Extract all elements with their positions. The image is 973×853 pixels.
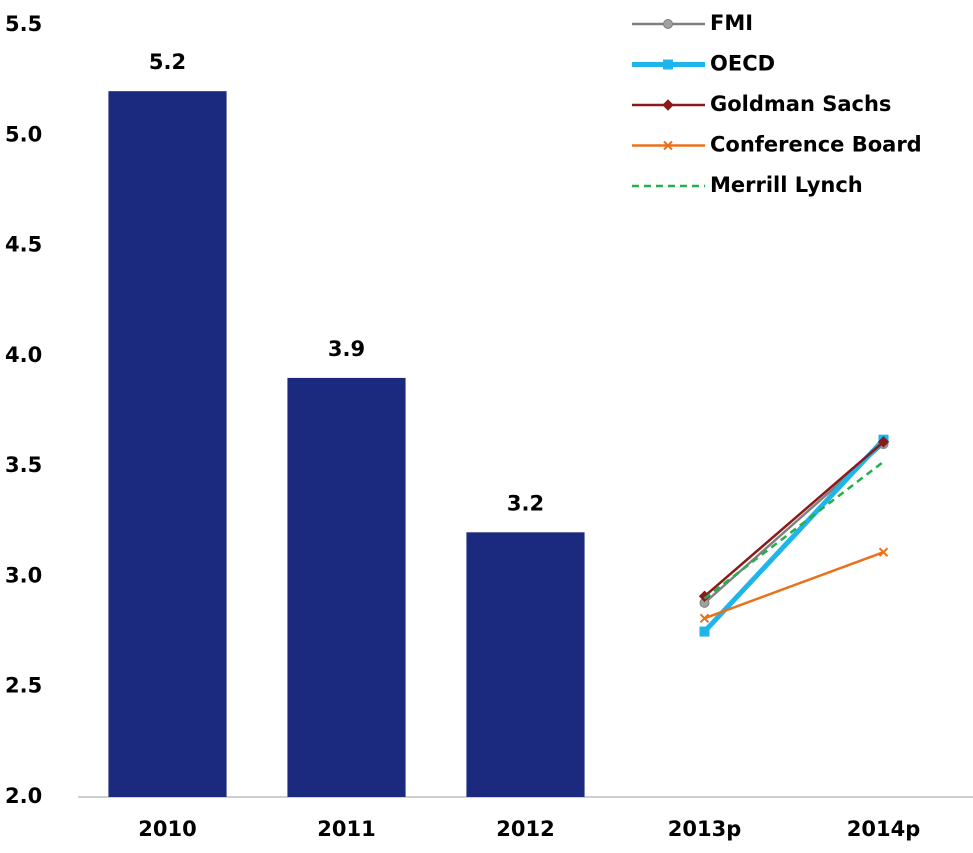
legend-label: Conference Board [710,133,922,157]
line [702,437,886,634]
bar [287,377,406,797]
legend-label: Merrill Lynch [710,173,863,197]
data-label: 3.2 [507,491,544,515]
data-label: 3.9 [328,337,365,361]
line [703,440,885,598]
y-tick-label: 3.5 [5,453,42,477]
x-tick-label: 2013p [668,817,741,841]
x-tick-label: 2010 [138,817,196,841]
y-tick-label: 2.5 [5,674,42,698]
y-tick-label: 5.0 [5,122,42,146]
legend-marker [662,99,674,111]
line-marker [877,436,890,448]
line [703,460,885,600]
data-label: 5.2 [149,50,186,74]
legend-label: FMI [710,11,753,35]
legend-label: OECD [710,52,775,76]
x-tick-label: 2011 [317,817,375,841]
y-tick-label: 4.5 [5,233,42,257]
x-tick-label: 2012 [496,817,554,841]
bar [466,532,585,797]
x-tick-label: 2014p [847,817,920,841]
legend-label: Goldman Sachs [710,92,891,116]
y-tick-label: 5.5 [5,12,42,36]
y-tick-label: 4.0 [5,343,42,367]
legend-marker [663,59,673,70]
legend-marker [663,140,673,151]
y-tick-label: 3.0 [5,563,42,587]
legend-marker [663,19,673,29]
y-tick-label: 2.0 [5,784,42,808]
line-marker [878,547,889,557]
line [704,550,884,620]
line-marker [699,613,710,624]
bar [108,91,227,797]
line-marker [699,626,710,637]
